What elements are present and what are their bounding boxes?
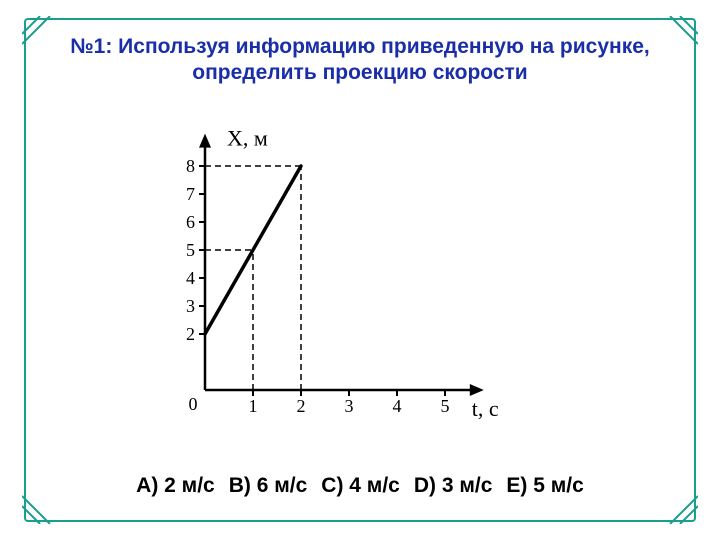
svg-text:2: 2 (297, 396, 306, 416)
answer-option: B) 6 м/с (229, 474, 308, 497)
svg-text:5: 5 (441, 396, 450, 416)
answer-options: A) 2 м/с B) 6 м/с C) 4 м/с D) 3 м/с E) 5 м/с (0, 474, 720, 498)
answer-option: E) 5 м/с (506, 474, 583, 497)
svg-text:3: 3 (345, 396, 354, 416)
corner-accent-tl (22, 16, 62, 56)
svg-text:2: 2 (186, 324, 195, 344)
svg-text:8: 8 (186, 156, 195, 176)
svg-text:0: 0 (189, 394, 198, 414)
svg-text:X, м: X, м (227, 126, 268, 151)
svg-text:3: 3 (186, 296, 195, 316)
svg-text:6: 6 (186, 212, 195, 232)
position-time-chart: 2 3 4 5 6 7 8 0 1 2 3 4 5 X, м t, с (145, 110, 505, 430)
svg-text:4: 4 (186, 268, 195, 288)
svg-text:5: 5 (186, 240, 195, 260)
svg-text:1: 1 (249, 396, 258, 416)
answer-option: A) 2 м/с (136, 474, 215, 497)
corner-accent-tr (658, 16, 698, 56)
svg-text:7: 7 (186, 184, 195, 204)
svg-text:4: 4 (393, 396, 402, 416)
answer-option: C) 4 м/с (321, 474, 400, 497)
answer-option: D) 3 м/с (414, 474, 493, 497)
question-text: №1: Используя информацию приведенную на … (60, 34, 660, 87)
svg-text:t, с: t, с (472, 396, 499, 421)
